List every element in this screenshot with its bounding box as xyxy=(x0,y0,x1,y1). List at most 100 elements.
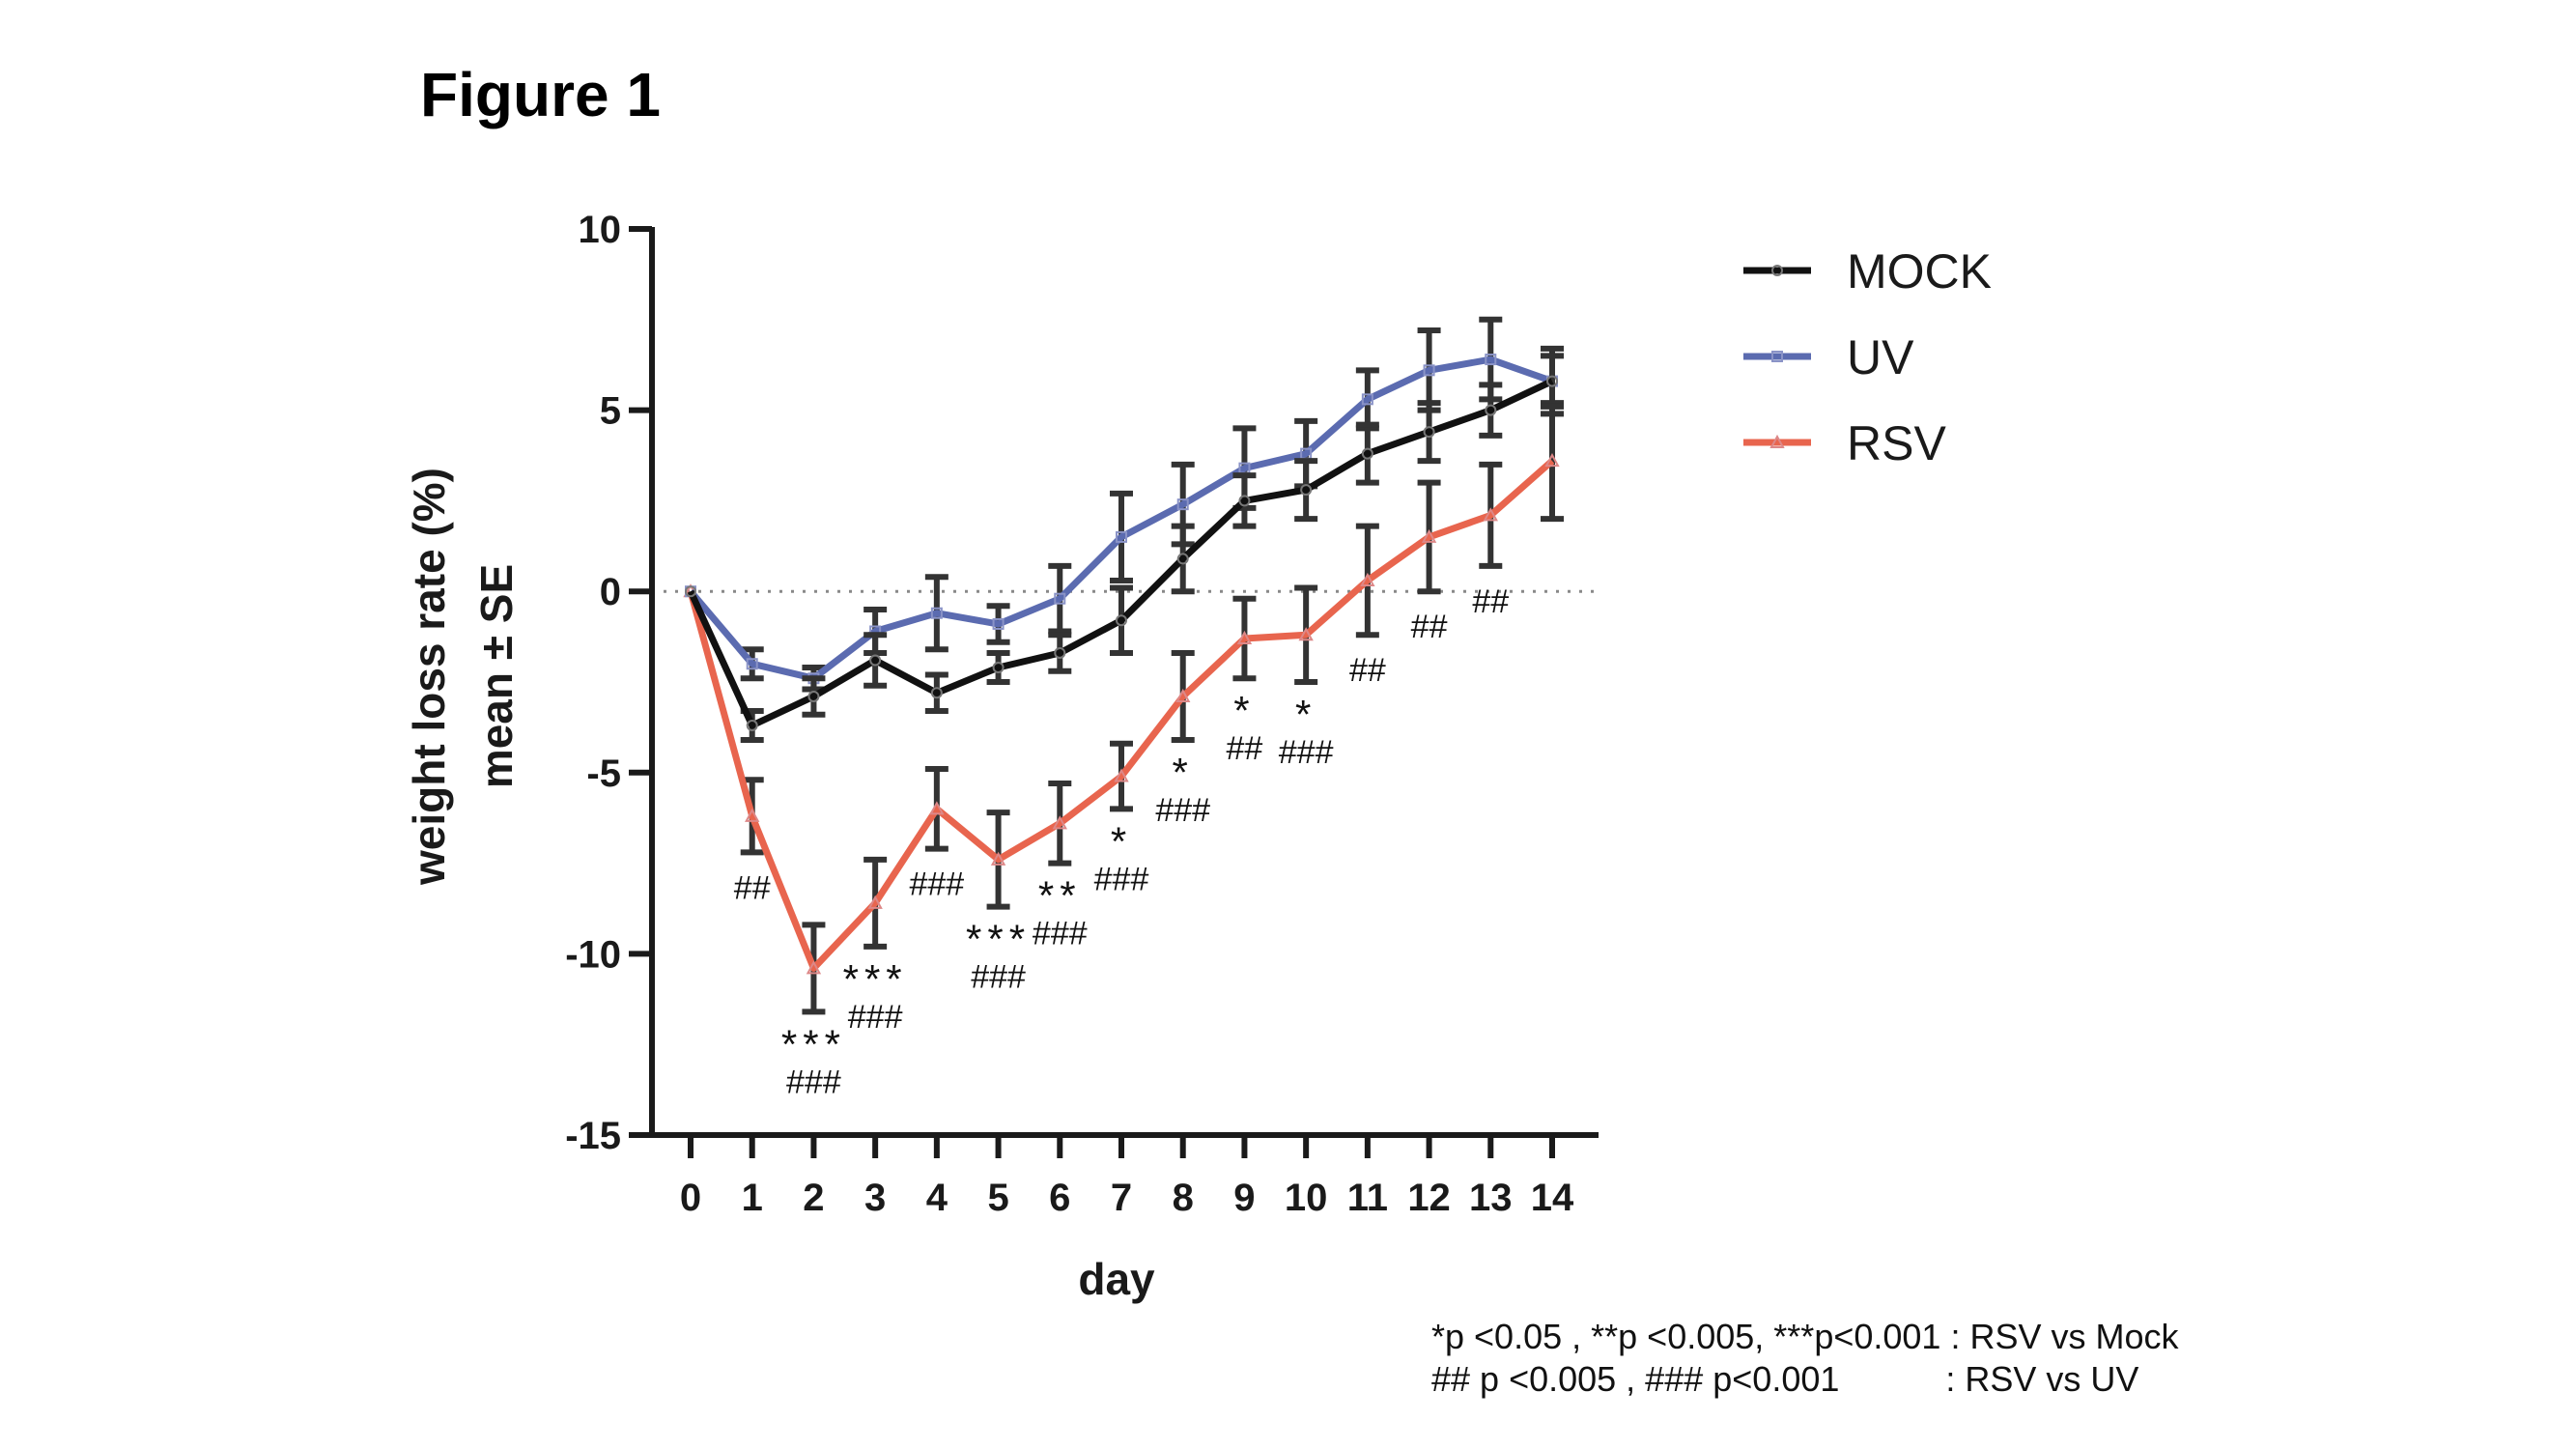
annotation-stars-day2: *** xyxy=(781,1021,846,1066)
footnote-rsv-vs-uv: ## p <0.005 , ### p<0.001 : RSV vs UV xyxy=(1431,1359,2138,1399)
y-tick-label-1: 5 xyxy=(600,390,621,433)
annotation-hashes-day3: ### xyxy=(848,999,903,1036)
x-tick-label-4: 4 xyxy=(926,1177,948,1219)
y-tick-label-5: -15 xyxy=(565,1115,621,1157)
annotation-hashes-day12: ## xyxy=(1411,609,1448,645)
series-line-rsv xyxy=(687,458,1555,972)
x-tick-label-8: 8 xyxy=(1173,1177,1194,1219)
x-tick-label-6: 6 xyxy=(1049,1177,1070,1219)
x-tick-label-10: 10 xyxy=(1285,1177,1328,1219)
series-rsv xyxy=(683,400,1564,1015)
legend: MOCK UV RSV xyxy=(1743,244,1992,470)
marker-uv-day7 xyxy=(1116,530,1127,543)
marker-rsv-day8 xyxy=(1175,688,1191,703)
marker-mock-day1 xyxy=(746,720,758,732)
legend-label-uv: UV xyxy=(1847,330,1914,384)
annotation-hashes-day2: ### xyxy=(786,1064,841,1100)
annotation-hashes-day6: ### xyxy=(1033,916,1088,952)
annotations-layer: ##***###***######***###**###*###*###*##*… xyxy=(734,583,1509,1100)
y-tick-label-0: 10 xyxy=(579,209,622,251)
marker-mock-day6 xyxy=(1054,646,1066,659)
marker-rsv-day7 xyxy=(1114,768,1129,782)
marker-mock-day14 xyxy=(1546,375,1558,387)
marker-uv-day4 xyxy=(930,607,943,619)
x-tick-label-0: 0 xyxy=(680,1177,701,1219)
marker-mock-day4 xyxy=(930,687,943,699)
annotation-hashes-day5: ### xyxy=(971,959,1026,996)
marker-rsv-day2 xyxy=(806,960,822,975)
footnote-rsv-vs-mock: *p <0.05 , **p <0.005, ***p<0.001 : RSV … xyxy=(1431,1317,2179,1356)
marker-rsv-day14 xyxy=(1544,453,1560,468)
legend-label-rsv: RSV xyxy=(1847,416,1946,470)
x-tick-label-5: 5 xyxy=(987,1177,1008,1219)
y-axis-label: weight loss rate (%) xyxy=(404,468,454,886)
legend-label-mock: MOCK xyxy=(1847,244,1992,298)
marker-uv-day13 xyxy=(1485,354,1497,366)
annotation-hashes-day10: ### xyxy=(1279,734,1334,771)
marker-mock-day8 xyxy=(1176,553,1189,565)
y-axis: 10 5 0 -5 -10 -15 xyxy=(565,209,655,1157)
figure-title: Figure 1 xyxy=(420,60,661,129)
annotation-stars-day5: *** xyxy=(966,917,1031,962)
marker-mock-day7 xyxy=(1116,614,1127,627)
series-line-mock xyxy=(687,378,1554,729)
marker-uv-day6 xyxy=(1054,592,1066,605)
marker-uv-day1 xyxy=(746,658,758,670)
x-axis-label: day xyxy=(1078,1254,1155,1304)
x-tick-label-9: 9 xyxy=(1233,1177,1255,1219)
x-tick-label-3: 3 xyxy=(864,1177,886,1219)
marker-rsv-day1 xyxy=(745,808,760,822)
marker-uv-day11 xyxy=(1361,393,1373,406)
annotation-hashes-day1: ## xyxy=(734,869,771,906)
x-tick-label-2: 2 xyxy=(803,1177,824,1219)
marker-rsv-day9 xyxy=(1236,630,1253,644)
marker-rsv-day11 xyxy=(1360,572,1375,586)
series-line-uv xyxy=(688,355,1554,682)
marker-uv-day5 xyxy=(992,617,1005,630)
x-tick-label-1: 1 xyxy=(742,1177,763,1219)
marker-rsv-day6 xyxy=(1052,815,1067,830)
series-layer xyxy=(683,316,1564,1015)
annotation-hashes-day9: ## xyxy=(1227,730,1263,767)
legend-marker-rsv xyxy=(1769,434,1785,448)
y-tick-label-3: -5 xyxy=(586,753,621,795)
marker-mock-day12 xyxy=(1423,426,1435,439)
marker-rsv-day10 xyxy=(1298,627,1314,641)
annotation-stars-day3: *** xyxy=(843,956,908,1002)
marker-mock-day10 xyxy=(1300,484,1313,497)
y-tick-label-4: -10 xyxy=(565,933,621,976)
annotation-hashes-day8: ### xyxy=(1155,792,1210,829)
marker-rsv-day13 xyxy=(1483,507,1498,522)
marker-mock-day9 xyxy=(1238,495,1251,507)
marker-rsv-day5 xyxy=(990,851,1006,866)
marker-mock-day11 xyxy=(1361,447,1373,460)
annotation-stars-day7: * xyxy=(1111,818,1132,864)
annotation-stars-day8: * xyxy=(1173,750,1194,795)
marker-mock-day13 xyxy=(1485,404,1497,416)
marker-mock-day2 xyxy=(807,691,820,703)
marker-rsv-day3 xyxy=(867,895,883,909)
marker-rsv-day4 xyxy=(929,801,945,815)
x-tick-label-13: 13 xyxy=(1469,1177,1513,1219)
legend-marker-uv xyxy=(1771,351,1783,362)
marker-rsv-day12 xyxy=(1421,528,1437,543)
annotation-hashes-day13: ## xyxy=(1472,583,1509,620)
y-axis-label-secondary: mean ± SE xyxy=(471,564,522,788)
x-tick-label-11: 11 xyxy=(1347,1177,1388,1219)
legend-marker-mock xyxy=(1771,265,1783,276)
x-tick-label-14: 14 xyxy=(1531,1177,1574,1219)
series-mock xyxy=(685,353,1564,744)
marker-mock-day3 xyxy=(869,654,882,667)
marker-uv-day8 xyxy=(1176,498,1189,511)
annotation-hashes-day7: ### xyxy=(1094,861,1149,897)
annotation-hashes-day11: ## xyxy=(1349,652,1386,689)
annotation-hashes-day4: ### xyxy=(909,867,964,903)
x-tick-label-12: 12 xyxy=(1407,1177,1451,1219)
y-tick-label-2: 0 xyxy=(600,571,621,613)
annotation-stars-day10: * xyxy=(1295,692,1316,737)
marker-uv-day12 xyxy=(1423,364,1435,377)
annotation-stars-day9: * xyxy=(1233,688,1255,733)
annotation-stars-day6: ** xyxy=(1038,873,1082,919)
